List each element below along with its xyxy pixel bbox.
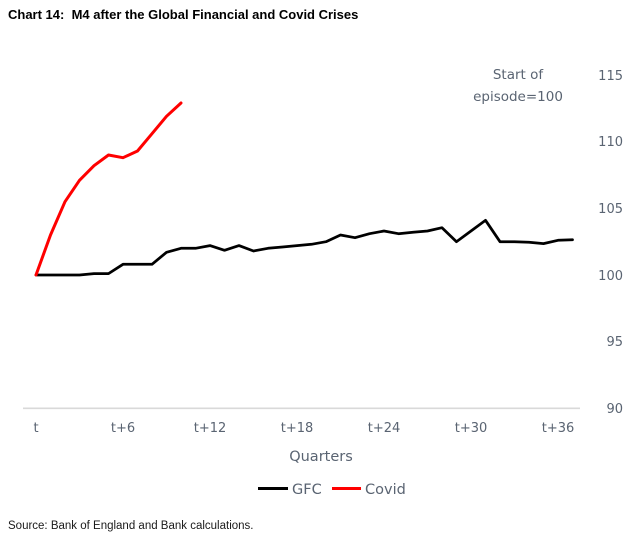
y-tick-label: 110 <box>598 135 623 150</box>
axis-unit-annotation-line2: episode=100 <box>473 89 563 105</box>
legend: GFC Covid <box>258 482 406 498</box>
x-tick-label: t+24 <box>368 421 401 436</box>
gfc-line <box>34 218 574 277</box>
x-tick-label: t+30 <box>455 421 488 436</box>
x-tick-label: t+6 <box>111 421 135 436</box>
x-tick-label: t <box>33 421 38 436</box>
x-tick-label: t+36 <box>542 421 575 436</box>
legend-label-gfc: GFC <box>292 482 322 498</box>
chart-title: Chart 14: M4 after the Global Financial … <box>8 7 359 22</box>
x-tick-label: t+18 <box>281 421 314 436</box>
y-tick-label: 100 <box>598 269 623 284</box>
source-note: Source: Bank of England and Bank calcula… <box>8 520 254 532</box>
x-tick-label: t+12 <box>194 421 227 436</box>
y-tick-label: 95 <box>606 335 623 350</box>
axis-unit-annotation-line1: Start of <box>493 67 545 83</box>
legend-label-covid: Covid <box>365 482 406 498</box>
x-axis-title: Quarters <box>289 449 353 465</box>
y-tick-label: 105 <box>598 202 623 217</box>
covid-line <box>34 101 183 277</box>
y-tick-label: 90 <box>606 402 623 417</box>
y-tick-label: 115 <box>598 69 623 84</box>
